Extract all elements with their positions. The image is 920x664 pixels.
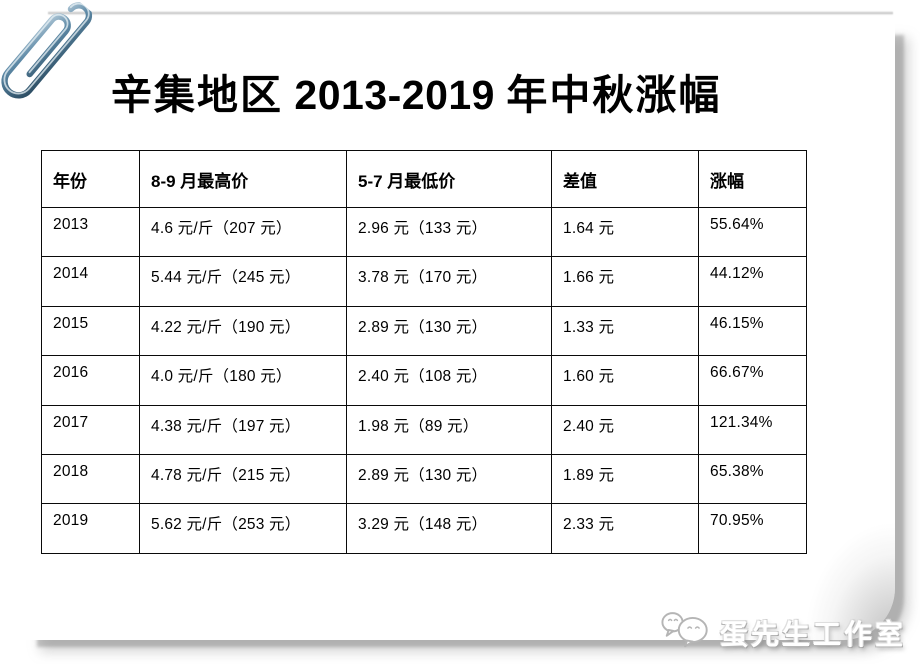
page-title: 辛集地区 2013-2019 年中秋涨幅: [111, 70, 811, 121]
difference-cell: 2.40 元: [551, 404, 699, 455]
watermark-label: 蛋先生工作室: [719, 618, 906, 650]
page-top-shadow: [48, 11, 893, 15]
header-year: 年份: [41, 150, 140, 208]
difference-cell: 1.66 元: [551, 256, 699, 307]
low-price-cell: 2.89 元（130 元）: [346, 305, 552, 357]
low-price-cell: 2.89 元（130 元）: [346, 453, 552, 505]
header-difference: 差值: [551, 150, 699, 208]
price-table-container: 年份 8-9 月最高价 5-7 月最低价 差值 涨幅 2013 4.6 元/斤（…: [41, 150, 807, 554]
high-price-cell: 4.22 元/斤（190 元）: [139, 305, 347, 357]
header-high-price: 8-9 月最高价: [139, 150, 347, 208]
table-row: 2013 4.6 元/斤（207 元） 2.96 元（133 元） 1.64 元…: [41, 206, 807, 258]
page-title-prefix: 辛集地区: [111, 72, 283, 118]
high-price-cell: 4.6 元/斤（207 元）: [139, 206, 347, 258]
increase-cell: 46.15%: [698, 305, 807, 357]
difference-cell: 1.64 元: [551, 206, 699, 258]
table-header-row: 年份 8-9 月最高价 5-7 月最低价 差值 涨幅: [41, 150, 807, 208]
low-price-cell: 3.78 元（170 元）: [346, 256, 552, 307]
year-cell: 2013: [41, 206, 140, 258]
paperclip-icon: [1, 0, 152, 144]
header-increase: 涨幅: [698, 150, 807, 208]
difference-cell: 1.60 元: [551, 355, 699, 406]
year-cell: 2015: [41, 305, 140, 357]
increase-cell: 66.67%: [698, 355, 807, 406]
difference-cell: 2.33 元: [551, 503, 699, 554]
table-row: 2019 5.62 元/斤（253 元） 3.29 元（148 元） 2.33 …: [41, 503, 807, 554]
high-price-cell: 4.38 元/斤（197 元）: [139, 404, 347, 455]
difference-cell: 1.33 元: [551, 305, 699, 357]
increase-cell: 44.12%: [698, 256, 807, 307]
year-cell: 2014: [41, 256, 140, 307]
price-table: 年份 8-9 月最高价 5-7 月最低价 差值 涨幅 2013 4.6 元/斤（…: [41, 150, 807, 554]
year-cell: 2017: [41, 404, 140, 455]
table-row: 2017 4.38 元/斤（197 元） 1.98 元（89 元） 2.40 元…: [41, 404, 807, 455]
year-cell: 2016: [41, 355, 140, 406]
high-price-cell: 5.62 元/斤（253 元）: [139, 503, 347, 554]
low-price-cell: 1.98 元（89 元）: [346, 404, 552, 455]
table-row: 2015 4.22 元/斤（190 元） 2.89 元（130 元） 1.33 …: [41, 305, 807, 357]
table-row: 2014 5.44 元/斤（245 元） 3.78 元（170 元） 1.66 …: [41, 256, 807, 307]
year-cell: 2019: [41, 503, 140, 554]
header-low-price: 5-7 月最低价: [346, 150, 552, 208]
page-curl-corner: [791, 504, 895, 640]
high-price-cell: 4.0 元/斤（180 元）: [139, 355, 347, 406]
chat-bubbles-icon: [660, 609, 712, 656]
increase-cell: 121.34%: [698, 404, 807, 455]
increase-cell: 70.95%: [698, 503, 807, 554]
high-price-cell: 4.78 元/斤（215 元）: [139, 453, 347, 505]
page-title-suffix: 年中秋涨幅: [506, 72, 722, 118]
high-price-cell: 5.44 元/斤（245 元）: [139, 256, 347, 307]
year-cell: 2018: [41, 453, 140, 505]
low-price-cell: 3.29 元（148 元）: [346, 503, 552, 554]
watermark: 蛋先生工作室: [660, 609, 906, 656]
page-title-years: 2013-2019: [294, 72, 495, 118]
difference-cell: 1.89 元: [551, 453, 699, 505]
increase-cell: 65.38%: [698, 453, 807, 505]
increase-cell: 55.64%: [698, 206, 807, 258]
table-row: 2018 4.78 元/斤（215 元） 2.89 元（130 元） 1.89 …: [41, 453, 807, 505]
table-row: 2016 4.0 元/斤（180 元） 2.40 元（108 元） 1.60 元…: [41, 355, 807, 406]
low-price-cell: 2.40 元（108 元）: [346, 355, 552, 406]
low-price-cell: 2.96 元（133 元）: [346, 206, 552, 258]
